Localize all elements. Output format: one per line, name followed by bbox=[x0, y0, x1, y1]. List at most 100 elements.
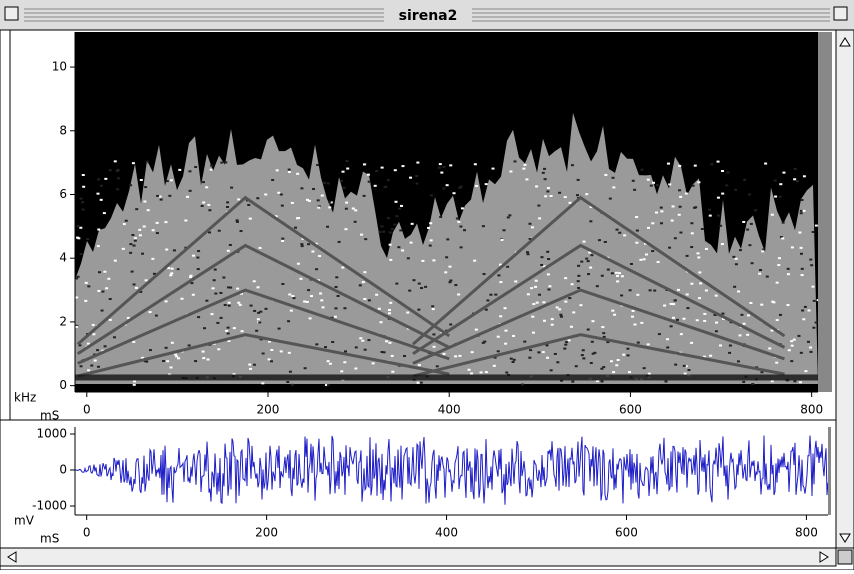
spectrogram-speckle bbox=[229, 244, 232, 246]
spectrogram-speckle bbox=[430, 194, 433, 196]
spectrogram-speckle bbox=[717, 215, 720, 217]
plot-spectrogram bbox=[75, 32, 821, 392]
spectrogram-speckle bbox=[270, 360, 273, 362]
spectrogram-speckle bbox=[577, 280, 580, 282]
spectrogram-speckle bbox=[742, 221, 745, 223]
spectrogram-speckle bbox=[363, 271, 366, 273]
spectrogram-speckle bbox=[621, 275, 624, 277]
spectrogram-speckle bbox=[591, 320, 594, 322]
spectrogram-speckle bbox=[145, 279, 148, 281]
spectrogram-speckle bbox=[679, 196, 682, 198]
spectrogram-speckle bbox=[454, 284, 457, 286]
spectrogram-speckle bbox=[776, 319, 779, 321]
spectrogram-speckle bbox=[218, 230, 221, 232]
spectrogram-speckle bbox=[334, 307, 337, 309]
spectrogram-speckle bbox=[354, 368, 357, 370]
spectrogram-speckle bbox=[381, 167, 384, 169]
spectrogram-speckle bbox=[288, 169, 291, 171]
spectrogram-speckle bbox=[97, 366, 100, 368]
spectrogram-speckle bbox=[131, 271, 134, 273]
spectrogram-speckle bbox=[645, 253, 648, 255]
spectrogram-speckle bbox=[564, 277, 567, 279]
spectrogram-speckle bbox=[551, 324, 554, 326]
spectrogram-speckle bbox=[751, 383, 754, 385]
spectrogram-speckle bbox=[778, 257, 781, 259]
spectrogram-speckle bbox=[96, 193, 99, 195]
spectrogram-speckle bbox=[75, 296, 78, 298]
spectrogram-speckle bbox=[169, 274, 172, 276]
spectrogram-speckle bbox=[387, 179, 390, 181]
close-box[interactable] bbox=[5, 7, 18, 20]
spectrogram-speckle bbox=[513, 359, 516, 361]
spectrogram-speckle bbox=[170, 179, 173, 181]
spectrogram-speckle bbox=[319, 292, 322, 294]
spectrogram-speckle bbox=[258, 321, 261, 323]
spectrogram-speckle bbox=[804, 370, 807, 372]
spectrogram-speckle bbox=[188, 344, 191, 346]
spectrogram-speckle bbox=[344, 228, 347, 230]
spectrogram-speckle bbox=[670, 325, 673, 327]
spectrogram-speckle bbox=[448, 266, 451, 268]
spectrogram-speckle bbox=[361, 340, 364, 342]
spectrogram-speckle bbox=[449, 279, 452, 281]
spectrogram-speckle bbox=[660, 210, 663, 212]
spectrogram-speckle bbox=[82, 209, 85, 211]
spectrogram-speckle bbox=[230, 187, 233, 189]
spectrogram-speckle bbox=[537, 351, 540, 353]
spectrogram-speckle bbox=[264, 193, 267, 195]
horizontal-scrollbar[interactable] bbox=[0, 548, 852, 566]
spectrogram-speckle bbox=[800, 210, 803, 212]
spectrogram-speckle bbox=[378, 308, 381, 310]
spectrogram-speckle bbox=[202, 351, 205, 353]
spectrogram-speckle bbox=[227, 327, 230, 329]
spectrogram-speckle bbox=[82, 174, 85, 176]
spectrogram-speckle bbox=[474, 163, 477, 165]
spectrogram-speckle bbox=[205, 300, 208, 302]
spectrogram-speckle bbox=[335, 286, 338, 288]
spectrogram-speckle bbox=[407, 257, 410, 259]
spectrogram-speckle bbox=[540, 256, 543, 258]
zoom-box[interactable] bbox=[834, 7, 847, 20]
spectrogram-speckle bbox=[505, 330, 508, 332]
spectrogram-speckle bbox=[212, 287, 215, 289]
spectrogram-speckle bbox=[615, 364, 618, 366]
spectrogram-speckle bbox=[92, 324, 95, 326]
spectrogram-speckle bbox=[177, 357, 180, 359]
spectrogram-speckle bbox=[458, 355, 461, 357]
spectrogram-speckle bbox=[697, 252, 700, 254]
spectrogram-speckle bbox=[281, 205, 284, 207]
spectrogram-speckle bbox=[442, 166, 445, 168]
spectrogram-speckle bbox=[703, 320, 706, 322]
y-tick-label: 4 bbox=[59, 251, 67, 265]
spectrogram-speckle bbox=[601, 275, 604, 277]
spectrogram-speckle bbox=[165, 347, 168, 349]
spectrogram-speckle bbox=[556, 306, 559, 308]
spectrogram-speckle bbox=[546, 357, 549, 359]
spectrogram-speckle bbox=[613, 314, 616, 316]
spectrogram-speckle bbox=[241, 330, 244, 332]
spectrogram-speckle bbox=[98, 271, 101, 273]
spectrogram-speckle bbox=[461, 207, 464, 209]
spectrogram-speckle bbox=[800, 253, 803, 255]
spectrogram-speckle bbox=[761, 250, 764, 252]
spectrogram-speckle bbox=[803, 175, 806, 177]
spectrogram-speckle bbox=[117, 169, 120, 171]
spectrogram-speckle bbox=[97, 245, 100, 247]
spectrogram-speckle bbox=[439, 216, 442, 218]
vertical-scrollbar[interactable] bbox=[836, 30, 854, 548]
spectrogram-speckle bbox=[628, 371, 631, 373]
spectrogram-speckle bbox=[288, 293, 291, 295]
spectrogram-speckle bbox=[524, 164, 527, 166]
spectrogram-speckle bbox=[79, 227, 82, 229]
spectrogram-speckle bbox=[735, 258, 738, 260]
spectrogram-speckle bbox=[301, 245, 304, 247]
spectrogram-speckle bbox=[512, 361, 515, 363]
spectrogram-speckle bbox=[547, 258, 550, 260]
spectrogram-speckle bbox=[652, 182, 655, 184]
spectrogram-speckle bbox=[109, 298, 112, 300]
spectrogram-speckle bbox=[674, 364, 677, 366]
spectrogram-speckle bbox=[270, 349, 273, 351]
spectrogram-speckle bbox=[338, 241, 341, 243]
spectrogram-speckle bbox=[413, 279, 416, 281]
spectrogram-speckle bbox=[482, 225, 485, 227]
